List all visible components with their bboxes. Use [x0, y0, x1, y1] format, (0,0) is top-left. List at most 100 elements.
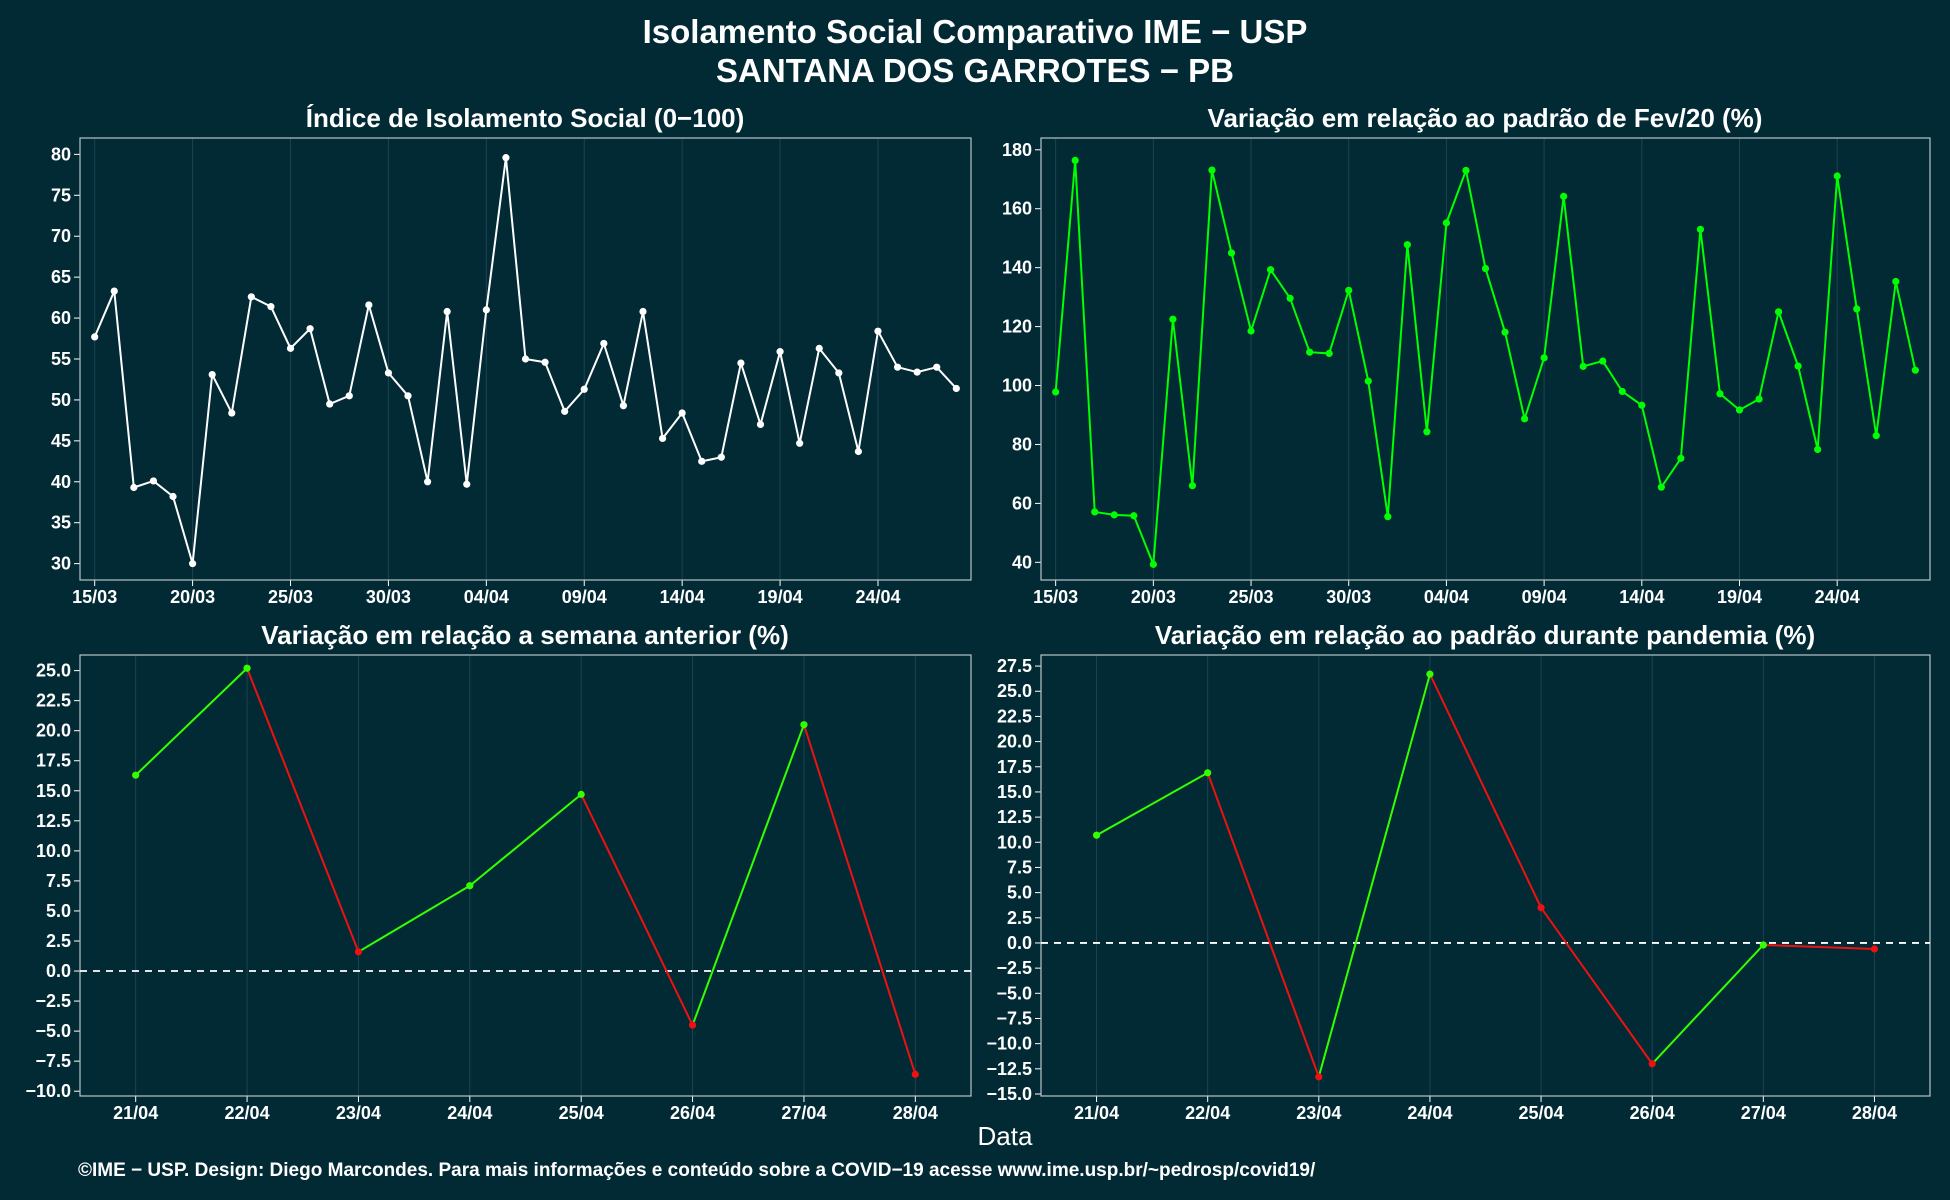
y-tick-label: 30: [51, 554, 71, 574]
data-point: [404, 392, 412, 400]
data-point: [1325, 349, 1333, 358]
data-point: [835, 369, 843, 377]
data-point: [466, 882, 474, 890]
x-tick-label: 09/04: [1522, 587, 1567, 607]
data-point: [1716, 390, 1724, 398]
y-tick-label: −5.0: [35, 1021, 71, 1041]
data-point: [1403, 241, 1411, 249]
y-tick-label: −12.5: [986, 1059, 1032, 1079]
panel-indice-isolamento: Índice de Isolamento Social (0−100) 30 35…: [51, 103, 972, 607]
data-point: [639, 307, 647, 316]
y-tick-label: 80: [51, 144, 71, 164]
data-point: [1227, 249, 1236, 257]
data-point: [1911, 366, 1919, 374]
y-tick-label: 25.0: [997, 681, 1032, 701]
x-tick-label: 23/04: [1296, 1103, 1341, 1123]
y-tick-label: 180: [1002, 140, 1032, 160]
data-point: [1892, 277, 1900, 286]
main-subtitle: SANTANA DOS GARROTES − PB: [716, 52, 1234, 89]
data-point: [149, 477, 158, 485]
data-point: [1286, 294, 1294, 302]
panel-frame: [1040, 137, 1931, 581]
y-tick-label: 45: [51, 431, 71, 451]
data-point: [502, 154, 510, 162]
data-point: [698, 457, 706, 465]
data-point: [874, 327, 882, 335]
y-tick-label: 0.0: [46, 961, 71, 981]
data-point: [1638, 401, 1646, 409]
data-point: [1833, 172, 1841, 180]
y-tick-label: 10.0: [997, 832, 1032, 852]
data-point: [1520, 415, 1529, 423]
x-tick-label: 15/03: [72, 587, 117, 607]
data-point: [796, 439, 804, 447]
segment-decrease: [1206, 772, 1320, 1078]
y-tick-label: 15.0: [997, 782, 1032, 802]
data-point: [1648, 1060, 1656, 1068]
x-tick-label: 25/03: [268, 587, 313, 607]
footer-credits: ©IME − USP. Design: Diego Marcondes. Par…: [78, 1160, 1316, 1181]
data-point: [1092, 831, 1101, 839]
x-tick-label: 24/04: [1815, 587, 1860, 607]
data-point: [1537, 904, 1545, 912]
data-point: [1759, 941, 1767, 949]
data-point: [208, 370, 216, 379]
data-point: [658, 434, 667, 442]
segment-increase: [357, 884, 471, 953]
y-tick-label: 140: [1002, 258, 1032, 278]
data-point: [1599, 357, 1607, 365]
x-tick-label: 25/04: [559, 1103, 604, 1123]
segment-increase: [1096, 771, 1209, 837]
x-tick-label: 24/04: [1407, 1103, 1452, 1123]
data-point: [228, 409, 236, 417]
panel-title-indice: Índice de Isolamento Social (0−100): [306, 103, 745, 133]
y-tick-label: −7.5: [996, 1008, 1032, 1028]
x-tick-label: 26/04: [670, 1103, 715, 1123]
data-point: [577, 790, 585, 798]
data-point: [1130, 512, 1138, 520]
data-point: [952, 384, 960, 393]
data-point: [1696, 225, 1705, 233]
y-tick-label: 65: [51, 267, 71, 287]
segment-increase: [134, 667, 248, 776]
data-point: [911, 1070, 919, 1078]
data-point: [521, 355, 530, 363]
y-tick-label: 22.5: [997, 706, 1032, 726]
x-tick-label: 19/04: [1717, 587, 1762, 607]
x-tick-label: 24/04: [447, 1103, 492, 1123]
data-point: [756, 420, 765, 429]
x-tick-label: 25/04: [1519, 1103, 1564, 1123]
data-point: [1735, 406, 1744, 414]
data-point: [443, 307, 451, 316]
y-tick-label: 75: [51, 185, 71, 205]
data-point: [1814, 445, 1822, 454]
data-point: [354, 948, 363, 956]
x-tick-label: 21/04: [113, 1103, 158, 1123]
data-point: [913, 368, 921, 376]
y-tick-label: 12.5: [36, 811, 71, 831]
data-point: [580, 385, 588, 393]
data-point: [1579, 362, 1587, 370]
data-point: [854, 447, 863, 456]
x-tick-label: 22/04: [1185, 1103, 1230, 1123]
segment-increase: [691, 724, 805, 1026]
panel-title-fev20: Variação em relação ao padrão de Fev/20 …: [1208, 103, 1763, 133]
data-point: [1149, 560, 1157, 568]
y-tick-label: 25.0: [36, 661, 71, 681]
y-tick-label: 20.0: [36, 721, 71, 741]
y-tick-label: 100: [1002, 376, 1032, 396]
panel-variacao-semana-anterior: Variação em relação a semana anterior (%…: [25, 620, 972, 1123]
data-point: [1618, 387, 1626, 396]
y-tick-label: 17.5: [997, 757, 1032, 777]
data-point: [1208, 166, 1216, 174]
data-point: [130, 483, 138, 492]
y-tick-label: 27.5: [997, 656, 1032, 676]
data-point: [933, 363, 941, 371]
data-point: [1442, 219, 1451, 227]
y-tick-label: 5.0: [46, 901, 71, 921]
data-point: [619, 402, 628, 410]
data-point: [1755, 395, 1763, 403]
panel-variacao-fev20: Variação em relação ao padrão de Fev/20 …: [1002, 103, 1931, 607]
data-point: [1481, 264, 1490, 273]
y-tick-label: 35: [51, 513, 71, 533]
